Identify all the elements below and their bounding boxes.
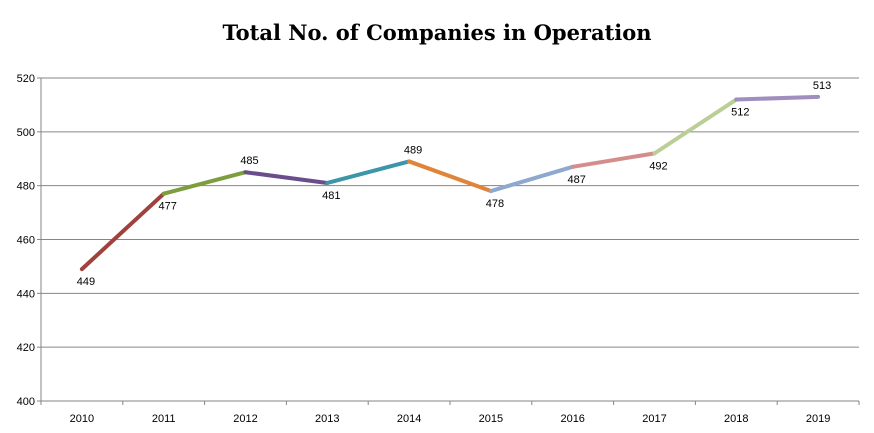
x-tick-label: 2018 [724, 413, 748, 425]
data-label: 485 [240, 155, 258, 167]
data-label: 449 [77, 276, 95, 288]
x-tick-label: 2015 [479, 413, 503, 425]
data-label: 513 [813, 80, 831, 92]
x-tick-label: 2016 [560, 413, 584, 425]
y-tick-label: 420 [17, 342, 35, 354]
line-segment [488, 164, 575, 194]
x-tick-label: 2010 [70, 413, 94, 425]
line-segment [652, 97, 739, 156]
x-tick-label: 2011 [152, 413, 176, 425]
y-tick-label: 520 [17, 73, 35, 85]
data-label: 487 [568, 174, 586, 186]
data-label: 489 [404, 144, 422, 156]
x-tick-label: 2014 [397, 413, 421, 425]
data-label: 512 [731, 107, 749, 119]
line-segment [407, 159, 493, 194]
data-label: 481 [322, 190, 340, 202]
x-tick-label: 2013 [315, 413, 339, 425]
x-tick-label: 2017 [642, 413, 666, 425]
line-segment [325, 159, 412, 185]
x-tick-label: 2019 [806, 413, 830, 425]
chart-title: Total No. of Companies in Operation [222, 20, 652, 45]
line-segment [570, 151, 657, 169]
x-tick-label: 2012 [233, 413, 257, 425]
y-tick-label: 460 [17, 235, 35, 247]
data-label: 492 [649, 160, 667, 172]
y-tick-label: 480 [17, 181, 35, 193]
line-segment [79, 191, 166, 272]
line-segment [243, 170, 330, 185]
line-segment [161, 170, 248, 196]
data-label: 477 [159, 201, 177, 213]
data-label: 478 [486, 198, 504, 210]
y-tick-label: 500 [17, 127, 35, 139]
line-segment [734, 94, 821, 102]
y-tick-label: 440 [17, 288, 35, 300]
y-tick-label: 400 [17, 396, 35, 408]
